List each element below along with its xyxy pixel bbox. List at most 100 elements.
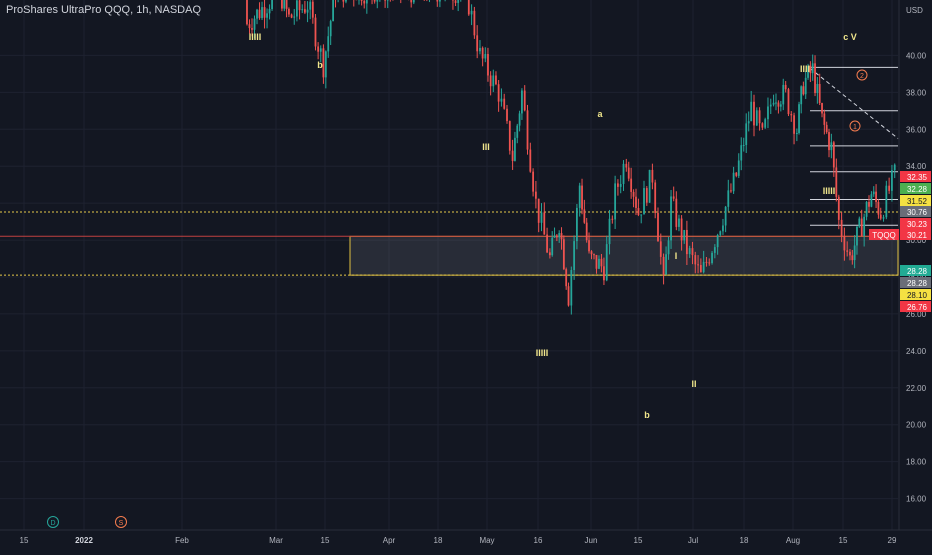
candle-body xyxy=(793,115,795,134)
candle-body xyxy=(620,184,622,187)
candle-body xyxy=(821,103,823,113)
candle-body xyxy=(576,208,578,241)
candle-body xyxy=(527,110,529,149)
candle-body xyxy=(471,11,473,15)
candle-body xyxy=(327,36,329,51)
candle-body xyxy=(384,0,386,1)
wave-label: IIII xyxy=(800,64,810,74)
candle-body xyxy=(773,103,775,105)
candle-body xyxy=(317,46,319,51)
time-tick-label: 15 xyxy=(321,536,330,545)
candle-body xyxy=(455,0,457,3)
price-tick-label: 40.00 xyxy=(906,51,927,60)
candle-body xyxy=(529,150,531,172)
candle-body xyxy=(885,186,887,218)
candle-body xyxy=(630,179,632,192)
candle-body xyxy=(830,142,832,150)
candle-body xyxy=(366,0,368,3)
candle-body xyxy=(750,102,752,121)
candle-body xyxy=(490,75,492,86)
time-tick-label: May xyxy=(479,536,494,545)
time-tick-label: 18 xyxy=(740,536,749,545)
candle-body xyxy=(288,9,290,15)
candle-body xyxy=(646,188,648,203)
candle-body xyxy=(535,192,537,199)
time-tick-label: Jul xyxy=(688,536,698,545)
candle-body xyxy=(387,0,389,1)
candle-body xyxy=(894,165,896,171)
candle-body xyxy=(509,121,511,151)
candle-body xyxy=(775,103,777,104)
candle-body xyxy=(649,170,651,203)
candle-body xyxy=(638,208,640,215)
candle-body xyxy=(609,219,611,244)
candle-body xyxy=(743,145,745,146)
candle-body xyxy=(376,0,378,2)
candle-body xyxy=(875,192,877,202)
candle-body xyxy=(551,238,553,255)
candle-body xyxy=(814,63,816,93)
candle-body xyxy=(798,104,800,133)
candle-body xyxy=(764,119,766,127)
time-tick-label: 18 xyxy=(434,536,443,545)
candle-body xyxy=(251,28,253,30)
candle-body xyxy=(660,241,662,257)
candle-body xyxy=(342,0,344,2)
candle-body xyxy=(482,48,484,59)
candle-body xyxy=(479,48,481,51)
candle-body xyxy=(745,123,747,145)
candle-body xyxy=(665,254,667,274)
price-axis-label-text: 26.76 xyxy=(907,303,928,312)
candle-body xyxy=(866,202,868,217)
candle-body xyxy=(543,213,545,235)
candle-body xyxy=(271,0,273,9)
candle-body xyxy=(549,252,551,255)
candle-body xyxy=(727,190,729,206)
candle-body xyxy=(782,85,784,104)
candle-body xyxy=(601,259,603,266)
candle-body xyxy=(323,48,325,77)
time-tick-label: Apr xyxy=(383,536,396,545)
candle-body xyxy=(785,85,787,89)
candle-body xyxy=(790,114,792,115)
candle-body xyxy=(756,110,758,125)
candle-body xyxy=(256,10,258,19)
candle-body xyxy=(603,266,605,280)
candle-body xyxy=(286,0,288,9)
candle-body xyxy=(851,255,853,260)
candle-body xyxy=(266,13,268,17)
candle-body xyxy=(623,164,625,184)
candle-body xyxy=(670,196,672,240)
candle-body xyxy=(706,262,708,263)
candle-body xyxy=(498,84,500,101)
candle-body xyxy=(573,241,575,270)
candle-body xyxy=(854,245,856,260)
candle-body xyxy=(598,259,600,269)
candle-body xyxy=(863,217,865,236)
candle-body xyxy=(538,199,540,223)
wave-label: IIIII xyxy=(536,348,549,358)
candle-body xyxy=(563,239,565,269)
wave-label: b xyxy=(644,410,650,420)
candle-body xyxy=(581,186,583,210)
price-tick-label: 34.00 xyxy=(906,162,927,171)
candle-body xyxy=(410,0,412,2)
candle-body xyxy=(413,0,415,2)
price-tick-label: 38.00 xyxy=(906,88,927,97)
candle-body xyxy=(730,190,732,191)
supply-zone[interactable] xyxy=(350,236,898,275)
candle-body xyxy=(891,170,893,191)
candle-body xyxy=(296,0,298,16)
candle-body xyxy=(722,225,724,231)
candle-body xyxy=(614,183,616,219)
candle-body xyxy=(640,214,642,215)
price-axis-label-text: 28.10 xyxy=(907,291,928,300)
candle-body xyxy=(524,91,526,111)
price-axis-label-text: 30.76 xyxy=(907,208,928,217)
time-tick-label: 2022 xyxy=(75,536,93,545)
candle-body xyxy=(767,106,769,119)
ticker-tag-text: TQQQ xyxy=(872,231,896,240)
candle-body xyxy=(738,161,740,176)
candle-body xyxy=(579,186,581,208)
